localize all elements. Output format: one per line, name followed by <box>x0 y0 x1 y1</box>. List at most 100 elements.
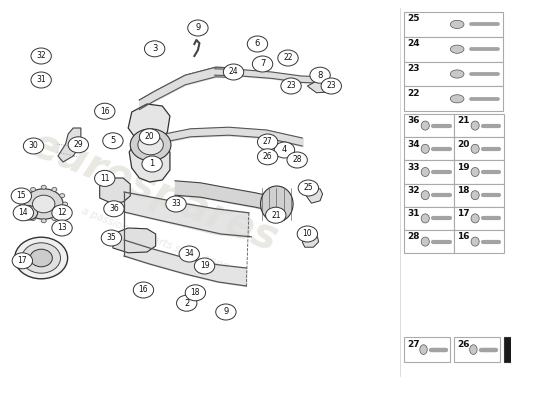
Ellipse shape <box>23 194 28 198</box>
Text: 32: 32 <box>407 186 420 195</box>
Ellipse shape <box>471 191 479 200</box>
Ellipse shape <box>23 210 28 214</box>
Ellipse shape <box>24 210 32 216</box>
Text: 10: 10 <box>302 230 312 238</box>
Circle shape <box>31 72 51 88</box>
Circle shape <box>252 56 273 72</box>
Ellipse shape <box>24 189 63 219</box>
Circle shape <box>274 142 295 158</box>
Text: 505 02: 505 02 <box>512 344 550 354</box>
Circle shape <box>185 285 206 301</box>
Ellipse shape <box>450 95 464 103</box>
Text: 17: 17 <box>457 209 470 218</box>
FancyBboxPatch shape <box>454 160 504 184</box>
Circle shape <box>103 133 123 149</box>
FancyBboxPatch shape <box>404 86 503 111</box>
Ellipse shape <box>471 121 479 130</box>
Polygon shape <box>302 236 318 247</box>
Text: 18: 18 <box>191 288 200 297</box>
FancyBboxPatch shape <box>404 114 454 137</box>
Circle shape <box>297 226 317 242</box>
Text: 21: 21 <box>457 116 470 126</box>
Ellipse shape <box>471 168 479 176</box>
Text: 19: 19 <box>457 163 470 172</box>
Text: 33: 33 <box>171 200 181 208</box>
FancyBboxPatch shape <box>454 114 504 137</box>
Text: 36: 36 <box>109 204 119 213</box>
Ellipse shape <box>450 20 464 28</box>
Circle shape <box>188 20 208 36</box>
Polygon shape <box>307 80 333 93</box>
Text: 22: 22 <box>283 54 293 62</box>
Text: 15: 15 <box>16 192 26 200</box>
Ellipse shape <box>41 219 46 223</box>
Ellipse shape <box>421 237 430 246</box>
Ellipse shape <box>420 345 427 354</box>
Text: a passion for parts since 1985: a passion for parts since 1985 <box>80 206 229 274</box>
Circle shape <box>310 67 330 83</box>
Text: 35: 35 <box>107 234 116 242</box>
Circle shape <box>31 48 51 64</box>
Text: 5: 5 <box>111 136 116 145</box>
FancyBboxPatch shape <box>454 230 504 253</box>
Text: 23: 23 <box>286 82 296 90</box>
Text: 27: 27 <box>407 340 420 348</box>
Text: 26: 26 <box>457 340 470 348</box>
Text: 27: 27 <box>263 138 272 146</box>
Text: 30: 30 <box>29 142 38 150</box>
Ellipse shape <box>15 237 68 279</box>
Text: 23: 23 <box>407 64 420 73</box>
Circle shape <box>52 220 72 236</box>
Circle shape <box>281 78 301 94</box>
Ellipse shape <box>421 214 430 223</box>
FancyBboxPatch shape <box>454 137 504 160</box>
Ellipse shape <box>421 168 430 176</box>
Ellipse shape <box>20 202 25 206</box>
FancyBboxPatch shape <box>404 62 503 86</box>
Ellipse shape <box>52 216 57 220</box>
Text: 9: 9 <box>223 308 229 316</box>
Ellipse shape <box>30 216 36 220</box>
Ellipse shape <box>52 188 57 192</box>
Text: 25: 25 <box>407 14 420 24</box>
Text: 3: 3 <box>152 44 157 53</box>
Circle shape <box>12 253 32 269</box>
Circle shape <box>139 129 160 145</box>
Circle shape <box>266 207 286 223</box>
Circle shape <box>142 156 162 172</box>
Circle shape <box>248 36 268 52</box>
FancyBboxPatch shape <box>454 337 500 362</box>
Text: 14: 14 <box>19 208 28 217</box>
FancyBboxPatch shape <box>404 337 450 362</box>
Ellipse shape <box>471 144 479 153</box>
Text: 17: 17 <box>18 256 27 265</box>
Text: 34: 34 <box>407 140 420 148</box>
Text: 2: 2 <box>184 299 189 308</box>
FancyBboxPatch shape <box>504 337 550 362</box>
FancyBboxPatch shape <box>404 207 454 230</box>
Text: 33: 33 <box>407 163 420 172</box>
Ellipse shape <box>130 129 171 161</box>
Text: 20: 20 <box>145 132 155 141</box>
FancyBboxPatch shape <box>404 160 454 184</box>
Ellipse shape <box>32 195 55 213</box>
Text: 36: 36 <box>407 116 420 126</box>
Text: 31: 31 <box>407 209 420 218</box>
Ellipse shape <box>19 206 37 220</box>
Ellipse shape <box>26 142 34 148</box>
Text: 34: 34 <box>184 250 194 258</box>
Polygon shape <box>113 228 156 253</box>
Circle shape <box>177 295 197 311</box>
Text: 24: 24 <box>407 39 420 48</box>
Text: 18: 18 <box>457 186 470 195</box>
Ellipse shape <box>471 214 479 223</box>
Circle shape <box>194 258 214 274</box>
Text: 24: 24 <box>229 68 238 76</box>
FancyBboxPatch shape <box>404 230 454 253</box>
Circle shape <box>179 246 200 262</box>
Polygon shape <box>128 104 170 182</box>
Text: 23: 23 <box>327 82 336 90</box>
Text: 19: 19 <box>200 262 210 270</box>
Circle shape <box>278 50 298 66</box>
Circle shape <box>298 180 318 196</box>
